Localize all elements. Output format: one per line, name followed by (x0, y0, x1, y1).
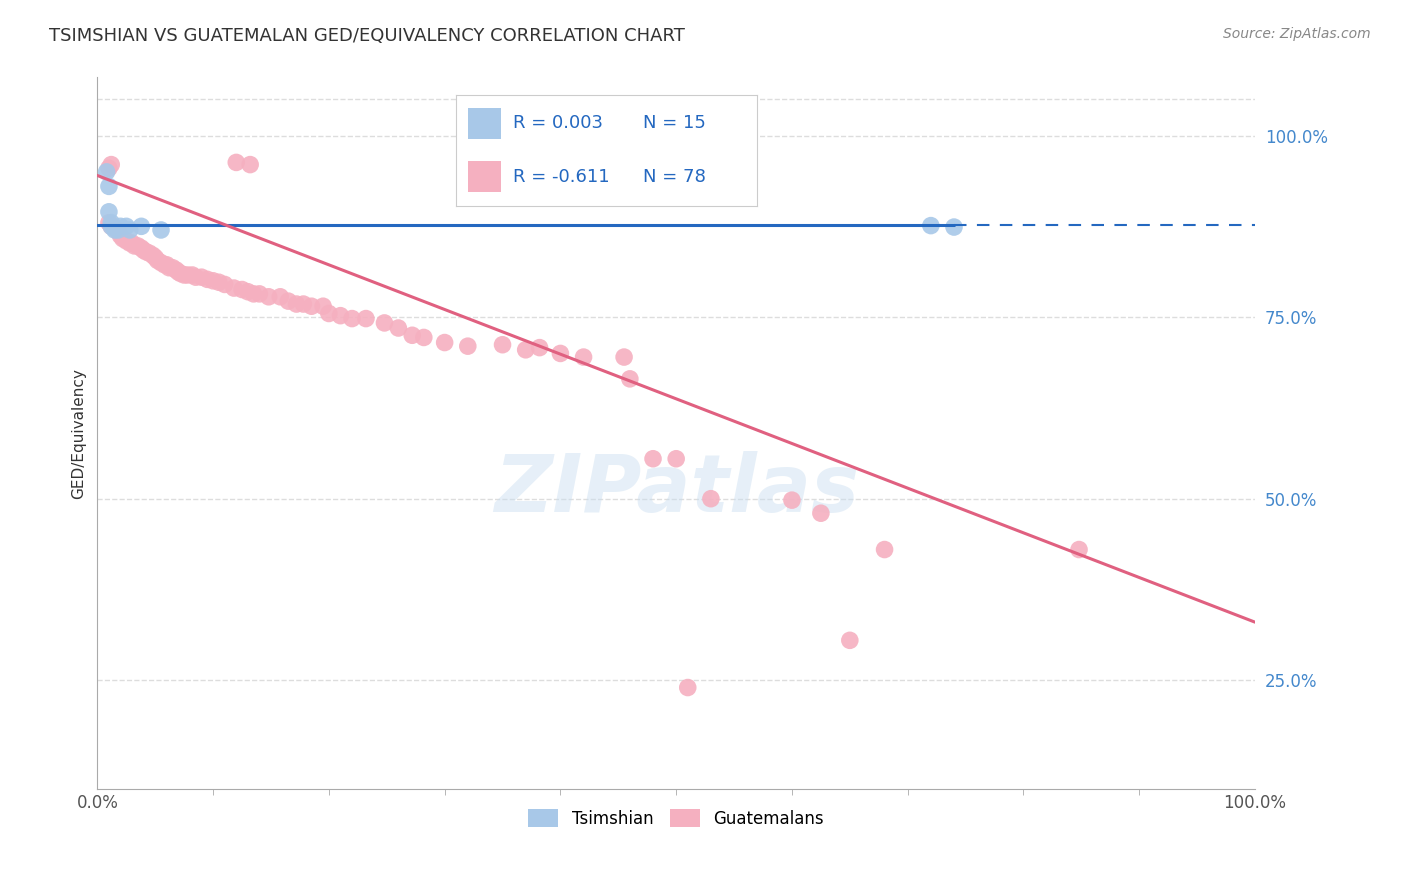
Point (97, 204, 120, 219)
Point (433, 335, 456, 350)
Point (231, 283, 253, 297)
Legend: Tsimshian, Guatemalans: Tsimshian, Guatemalans (522, 803, 831, 834)
Point (146, 253, 169, 268)
Point (100, 158, 122, 172)
Point (107, 224, 129, 238)
Point (157, 260, 180, 275)
Point (354, 311, 377, 326)
Point (676, 681, 699, 695)
Point (132, 244, 155, 258)
Point (249, 286, 271, 301)
Point (150, 255, 173, 269)
Point (162, 260, 184, 275)
Point (142, 248, 165, 262)
Point (387, 321, 409, 335)
Point (920, 219, 942, 233)
Text: TSIMSHIAN VS GUATEMALAN GED/EQUIVALENCY CORRELATION CHART: TSIMSHIAN VS GUATEMALAN GED/EQUIVALENCY … (49, 27, 685, 45)
Point (100, 216, 122, 230)
Point (373, 316, 395, 330)
Point (285, 297, 308, 311)
Point (214, 277, 236, 292)
Point (121, 235, 143, 250)
Point (613, 350, 636, 364)
Point (150, 223, 173, 237)
Point (173, 268, 195, 282)
Point (104, 223, 127, 237)
Point (153, 258, 176, 272)
Text: Source: ZipAtlas.com: Source: ZipAtlas.com (1223, 27, 1371, 41)
Point (292, 297, 315, 311)
Point (115, 234, 138, 248)
Point (97, 216, 120, 230)
Point (118, 235, 141, 250)
Point (190, 270, 212, 285)
Point (131, 241, 153, 255)
Point (269, 290, 291, 304)
Point (572, 350, 595, 364)
Point (225, 155, 247, 169)
Point (242, 286, 264, 301)
Point (236, 285, 259, 299)
Point (550, 346, 572, 360)
Point (277, 294, 299, 309)
Point (135, 244, 157, 259)
Point (700, 491, 723, 506)
Point (239, 158, 262, 172)
Point (131, 219, 153, 234)
Point (184, 270, 207, 285)
Point (104, 221, 127, 235)
Point (104, 220, 127, 235)
Point (167, 265, 190, 279)
Point (138, 246, 160, 260)
Point (491, 337, 513, 351)
Point (943, 220, 966, 235)
Point (100, 219, 122, 234)
Point (1067, 542, 1090, 557)
Point (110, 219, 132, 234)
Point (170, 267, 193, 281)
Y-axis label: GED/Equivalency: GED/Equivalency (72, 368, 86, 499)
Point (100, 219, 122, 234)
Point (143, 251, 166, 265)
Point (340, 311, 363, 326)
Point (401, 328, 423, 343)
Point (156, 258, 179, 272)
Point (838, 633, 860, 648)
Point (457, 339, 479, 353)
Point (181, 268, 204, 282)
Point (96, 165, 118, 179)
Point (208, 275, 231, 289)
Point (257, 290, 280, 304)
Point (97, 161, 120, 176)
Point (176, 268, 198, 282)
Point (412, 330, 434, 344)
Point (329, 309, 352, 323)
Point (529, 341, 551, 355)
Point (222, 281, 245, 295)
Point (107, 223, 129, 237)
Point (124, 239, 146, 253)
Point (202, 274, 225, 288)
Point (110, 228, 132, 243)
Point (115, 219, 138, 234)
Point (312, 299, 335, 313)
Point (515, 343, 537, 357)
Point (780, 493, 803, 508)
Point (165, 263, 187, 277)
Point (619, 372, 641, 386)
Point (665, 451, 688, 466)
Point (195, 272, 218, 286)
Text: ZIPatlas: ZIPatlas (494, 451, 859, 529)
Point (301, 299, 323, 313)
Point (97, 179, 120, 194)
Point (127, 239, 149, 253)
Point (318, 306, 340, 320)
Point (810, 506, 832, 520)
Point (118, 223, 141, 237)
Point (641, 451, 664, 466)
Point (111, 232, 134, 246)
Point (873, 542, 896, 557)
